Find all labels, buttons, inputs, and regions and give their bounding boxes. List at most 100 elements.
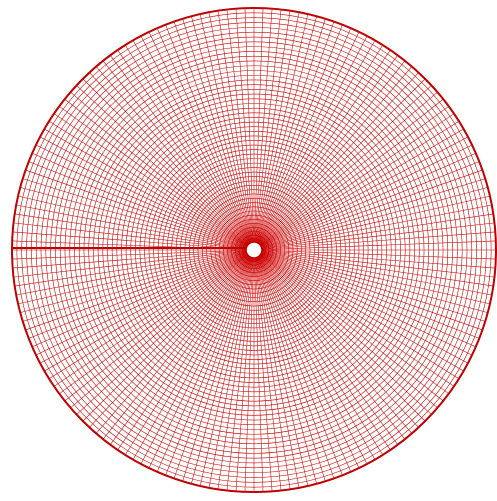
radial-line [258,256,406,440]
concentric-ring [21,17,487,483]
concentric-ring [130,126,378,374]
concentric-ring [201,197,307,303]
radial-line [261,251,492,296]
radial-line [226,257,254,491]
radial-line [226,9,254,243]
radial-line [25,252,247,331]
radial-line [89,255,249,428]
radial-line [95,66,249,245]
radial-line [254,257,291,490]
concentric-ring [107,103,401,397]
concentric-ring [50,46,458,454]
radial-line [261,252,480,339]
radial-line [258,55,398,244]
radial-line [16,204,247,249]
concentric-ring [88,84,420,416]
radial-line [182,18,252,243]
radial-line [35,144,247,247]
radial-line [48,121,248,246]
radial-line [95,255,249,434]
radial-line [261,178,486,248]
outer-boundary-circle [11,7,497,493]
center-hole-rim [245,241,263,259]
radial-line [254,9,282,243]
radial-line [261,240,496,250]
radial-line [182,257,252,482]
concentric-ring [64,60,444,440]
radial-line [258,44,383,244]
concentric-ring [157,153,351,347]
radial-line [257,40,376,244]
concentric-ring [222,218,286,282]
radial-line [261,169,483,248]
radial-line [257,35,368,244]
radial-line [217,257,254,490]
radial-line [217,10,254,243]
concentric-ring [69,65,439,435]
radial-line [260,106,449,246]
radial-line [14,250,247,287]
radial-line [255,14,309,243]
radial-line [260,253,469,364]
radial-line [255,16,317,243]
radial-line [199,257,253,486]
radial-line [89,72,249,245]
radial-line [64,254,248,402]
radial-line [125,256,250,456]
concentric-ring [188,184,320,316]
radial-line [260,98,444,246]
radial-line [258,256,391,451]
radial-line [259,91,438,245]
concentric-ring [83,79,425,421]
concentric-ring [116,112,392,388]
radial-line [82,255,249,422]
concentric-ring [135,131,373,369]
radial-line [260,254,449,394]
radial-line [76,255,249,415]
radial-line [260,136,469,247]
radial-line [254,257,282,491]
radial-line [39,136,248,247]
radial-line [256,257,335,479]
radial-line [12,231,247,250]
concentric-ring [166,162,342,338]
radial-line [59,106,248,246]
concentric-ring [31,27,477,473]
radial-line [28,252,247,339]
radial-line [48,254,248,379]
radial-line [28,161,247,248]
radial-line [259,85,432,245]
radial-line [125,44,250,244]
radial-line [259,255,419,428]
radial-line [261,222,495,250]
radial-line [254,8,264,243]
radial-line [44,253,248,372]
radial-line [260,253,464,372]
concentric-ring [55,51,453,449]
radial-line [261,251,490,305]
radial-line [12,250,247,269]
radial-line [261,187,488,249]
concentric-ring [102,98,406,402]
concentric-ring [175,171,333,329]
radial-line [82,78,249,245]
radial-line [261,250,494,287]
concentric-ring [227,223,281,277]
radial-line [260,254,444,402]
radial-line [22,178,247,248]
radial-line [13,222,247,250]
radial-line [140,35,251,244]
radial-line [76,85,249,245]
radial-line [256,28,352,243]
radial-line [256,21,335,243]
radial-line [70,255,249,409]
radial-line [173,257,252,479]
concentric-ring [125,121,383,379]
concentric-ring [180,176,328,324]
radial-line [70,91,249,245]
radial-line [25,169,247,248]
concentric-ring [121,117,387,383]
radial-line [53,254,248,387]
